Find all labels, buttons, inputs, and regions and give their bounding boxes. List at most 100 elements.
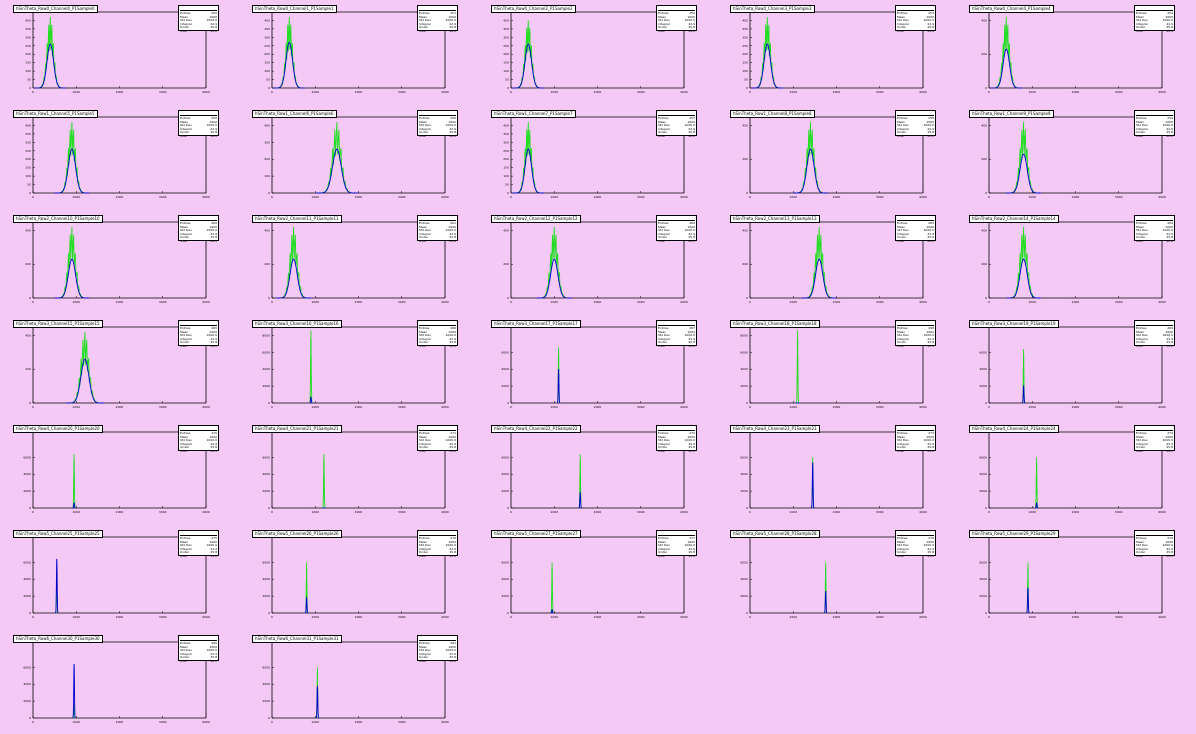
stats-value: 22.9: [210, 441, 217, 446]
stats-label: Integral: [419, 336, 431, 341]
x-tick-label: 2000: [833, 405, 841, 409]
y-tick-label: 250: [503, 44, 509, 48]
stats-value: 1000.0: [684, 333, 696, 337]
stats-box: Entries 259 Mean 1000 Std Dev 1000.0 Integral 2…: [1134, 110, 1175, 137]
stats-value: 1000: [1165, 119, 1173, 124]
stats-box: Entries 267 Mean 1000 Std Dev 1000.0 Integral 2…: [656, 320, 697, 347]
stats-value: 22.9: [449, 336, 456, 341]
stats-label: Std Dev: [897, 123, 909, 127]
stats-label: Entries: [1136, 431, 1147, 435]
stats-box: Entries 264 Mean 1000 Std Dev 1000.0 Integral 2…: [1134, 215, 1175, 243]
stats-label: Mean: [180, 434, 189, 439]
stats-row: Mean 1000: [419, 645, 456, 649]
histogram-plot: 0 1000 2000 3000 4000 0 2000 4000 6000: [262, 536, 449, 619]
stats-row: Over 28.0: [1136, 239, 1173, 243]
stats-value: 256: [450, 116, 456, 120]
histogram-pad: 0 1000 2000 3000 4000 0 2000 4000 6000 hSinTheta_…: [478, 420, 717, 524]
blue-series-line: [1006, 258, 1041, 299]
blue-series-line: [801, 258, 837, 299]
stats-label: Mean: [897, 119, 906, 124]
stats-label: Mean: [1136, 14, 1145, 19]
y-tick-label: 100: [742, 69, 748, 73]
stats-row: Integral 22.9: [419, 127, 456, 131]
histogram-title: hSinTheta_Row4_Channel20_P1Sample20: [13, 425, 103, 433]
stats-row: Over 28.0: [180, 554, 217, 558]
x-tick-label: 2000: [355, 510, 363, 514]
y-tick-label: 350: [503, 132, 509, 136]
blue-series-line: [578, 491, 582, 509]
stats-label: Under: [419, 130, 429, 134]
stats-label: Over: [419, 658, 427, 663]
stats-value: 1000: [1165, 539, 1173, 544]
histogram-pad: 0 1000 2000 3000 4000 0 50 100 150 200 250 300 350 40…: [0, 105, 239, 209]
histogram-title: hSinTheta_Row3_Channel17_P1Sample17: [491, 320, 581, 328]
y-tick-label: 400: [503, 18, 509, 22]
stats-label: Std Dev: [658, 438, 670, 442]
y-tick-label: 400: [503, 123, 509, 127]
stats-label: Over: [897, 133, 905, 138]
y-tick-label: 400: [25, 228, 31, 232]
stats-row: Std Dev 1000.0: [180, 438, 217, 442]
stats-row: Integral 22.9: [419, 442, 456, 446]
stats-value: 28.0: [1166, 448, 1173, 453]
y-tick-label: 0: [268, 296, 270, 300]
x-tick-label: 3000: [398, 195, 406, 199]
histogram-title: hSinTheta_Row2_Channel14_P1Sample14: [969, 215, 1059, 223]
stats-label: Over: [897, 28, 905, 33]
x-tick-label: 4000: [441, 405, 449, 409]
stats-row: Integral 22.9: [897, 127, 934, 131]
stats-row: Over 28.0: [658, 29, 695, 33]
x-tick-label: 3000: [398, 720, 406, 724]
x-tick-label: 0: [271, 405, 273, 409]
stats-row: Over 28.0: [897, 29, 934, 33]
stats-label: Under: [180, 235, 190, 239]
x-tick-label: 4000: [441, 510, 449, 514]
x-tick-label: 3000: [159, 90, 167, 94]
stats-row: Under 25.8: [1136, 445, 1173, 449]
stats-box: Entries 256 Mean 1000 Std Dev 1000.0 Integral 2…: [417, 110, 458, 137]
x-tick-label: 1000: [311, 720, 319, 724]
stats-value: 1000: [687, 539, 695, 544]
stats-label: Under: [180, 550, 190, 554]
stats-row: Under 25.8: [658, 445, 695, 449]
stats-row: Under 25.8: [1136, 235, 1173, 239]
stats-label: Under: [1136, 445, 1146, 449]
stats-value: 1000.0: [684, 18, 696, 22]
x-tick-label: 4000: [680, 405, 688, 409]
x-tick-label: 2000: [594, 90, 602, 94]
y-tick-label: 50: [505, 183, 509, 187]
stats-value: 28.0: [927, 553, 934, 558]
histogram-pad: 0 1000 2000 3000 4000 0 200 400 hSinTheta_Row1_C…: [956, 105, 1195, 209]
stats-label: Entries: [180, 326, 191, 330]
green-series-line: [751, 17, 783, 89]
blue-series-line: [990, 48, 1022, 89]
stats-row: Mean 1000: [180, 120, 217, 124]
stats-row: Over 28.0: [180, 134, 217, 138]
x-tick-label: 2000: [833, 615, 841, 619]
stats-row: Under 25.8: [897, 235, 934, 239]
histogram-pad: 0 1000 2000 3000 4000 0 2000 4000 6000 hSinTheta_…: [956, 420, 1195, 524]
stats-label: Under: [419, 550, 429, 554]
stats-value: 274: [1167, 431, 1173, 435]
x-tick-label: 1000: [72, 405, 80, 409]
x-tick-label: 3000: [1115, 90, 1123, 94]
stats-value: 28.0: [688, 448, 695, 453]
stats-row: Mean 1000: [897, 435, 934, 439]
stats-row: Mean 1000: [897, 15, 934, 19]
histogram-pad: 0 1000 2000 3000 4000 0 2000 4000 6000 hSinTheta_…: [239, 420, 478, 524]
x-tick-label: 3000: [637, 615, 645, 619]
stats-row: Under 25.8: [419, 340, 456, 344]
stats-row: Integral 22.9: [658, 442, 695, 446]
stats-value: 1000.0: [206, 123, 218, 127]
y-tick-label: 4000: [23, 577, 31, 581]
stats-header: [658, 322, 695, 326]
y-tick-label: 100: [503, 69, 509, 73]
stats-label: Over: [658, 28, 666, 33]
y-tick-label: 250: [264, 44, 270, 48]
stats-label: Under: [658, 445, 668, 449]
histogram-title: hSinTheta_Row2_Channel11_P1Sample11: [252, 215, 342, 223]
stats-label: Entries: [180, 11, 191, 15]
stats-label: Std Dev: [1136, 18, 1148, 22]
stats-label: Over: [658, 448, 666, 453]
y-tick-label: 200: [25, 367, 31, 371]
